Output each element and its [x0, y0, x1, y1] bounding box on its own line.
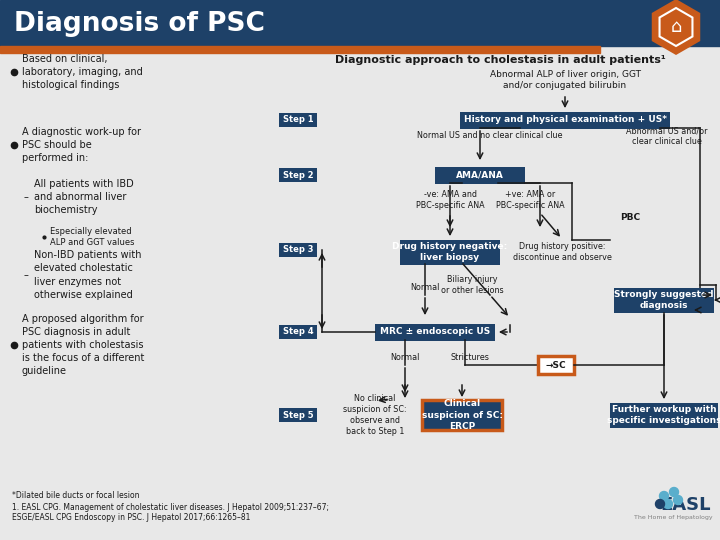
Text: -ve: AMA and
PBC-specific ANA: -ve: AMA and PBC-specific ANA [415, 190, 485, 210]
FancyBboxPatch shape [279, 113, 317, 127]
FancyBboxPatch shape [435, 166, 525, 184]
Circle shape [664, 500, 672, 509]
Bar [0, 46, 600, 53]
Text: Especially elevated
ALP and GGT values: Especially elevated ALP and GGT values [50, 227, 135, 247]
Text: +ve: AMA or
PBC-specific ANA: +ve: AMA or PBC-specific ANA [495, 190, 564, 210]
Text: Diagnostic approach to cholestasis in adult patients¹: Diagnostic approach to cholestasis in ad… [335, 55, 665, 65]
Text: Drug history negative:
liver biopsy: Drug history negative: liver biopsy [392, 242, 508, 262]
Text: Non-IBD patients with
elevated cholestatic
liver enzymes not
otherwise explained: Non-IBD patients with elevated cholestat… [34, 250, 142, 300]
Text: Diagnosis of PSC: Diagnosis of PSC [14, 11, 265, 37]
Text: A proposed algorithm for
PSC diagnosis in adult
patients with cholestasis
is the: A proposed algorithm for PSC diagnosis i… [22, 314, 145, 376]
Text: All patients with IBD
and abnormal liver
biochemistry: All patients with IBD and abnormal liver… [34, 179, 134, 215]
Circle shape [670, 488, 678, 496]
Text: No clinical
suspicion of SC:
observe and
back to Step 1: No clinical suspicion of SC: observe and… [343, 394, 407, 436]
Text: Drug history positive:
discontinue and observe: Drug history positive: discontinue and o… [513, 242, 611, 262]
Text: MRC ± endoscopic US: MRC ± endoscopic US [380, 327, 490, 336]
Text: Based on clinical,
laboratory, imaging, and
histological findings: Based on clinical, laboratory, imaging, … [22, 54, 143, 90]
FancyBboxPatch shape [279, 168, 317, 182]
Text: Normal: Normal [410, 282, 440, 292]
Text: ESGE/EASL CPG Endoscopy in PSC. J Hepatol 2017;66:1265–81: ESGE/EASL CPG Endoscopy in PSC. J Hepato… [12, 514, 251, 523]
Text: EASL: EASL [661, 496, 711, 514]
Text: History and physical examination + US*: History and physical examination + US* [464, 116, 667, 125]
FancyBboxPatch shape [279, 325, 317, 339]
Text: Step 3: Step 3 [283, 246, 313, 254]
FancyBboxPatch shape [400, 240, 500, 265]
Text: The Home of Hepatology: The Home of Hepatology [634, 516, 712, 521]
Text: Normal US and no clear clinical clue: Normal US and no clear clinical clue [418, 132, 563, 140]
Circle shape [660, 491, 668, 501]
Text: A diagnostic work-up for
PSC should be
performed in:: A diagnostic work-up for PSC should be p… [22, 127, 141, 163]
Text: *Dilated bile ducts or focal lesion: *Dilated bile ducts or focal lesion [12, 491, 140, 501]
FancyBboxPatch shape [375, 323, 495, 341]
Text: ⌂: ⌂ [670, 18, 682, 36]
Polygon shape [652, 0, 701, 55]
FancyBboxPatch shape [279, 408, 317, 422]
FancyBboxPatch shape [460, 111, 670, 129]
Text: Strongly suggested
diagnosis: Strongly suggested diagnosis [614, 290, 714, 310]
FancyBboxPatch shape [422, 400, 502, 430]
Text: –: – [24, 192, 29, 202]
Text: Step 5: Step 5 [283, 410, 313, 420]
Text: 1. EASL CPG. Management of cholestatic liver diseases. J Hepatol 2009;51:237–67;: 1. EASL CPG. Management of cholestatic l… [12, 503, 329, 511]
Text: Further workup with
specific investigations: Further workup with specific investigati… [607, 405, 720, 425]
Text: Abnormal US and/or
clear clinical clue: Abnormal US and/or clear clinical clue [626, 126, 708, 146]
Circle shape [673, 496, 683, 504]
FancyBboxPatch shape [279, 243, 317, 257]
Text: Abnormal ALP of liver origin, GGT
and/or conjugated bilirubin: Abnormal ALP of liver origin, GGT and/or… [490, 70, 641, 90]
Text: Step 2: Step 2 [283, 171, 313, 179]
Text: Clinical
suspicion of SC:
ERCP: Clinical suspicion of SC: ERCP [421, 400, 503, 430]
Text: Step 1: Step 1 [283, 116, 313, 125]
Text: Normal: Normal [390, 354, 420, 362]
Text: –: – [24, 270, 29, 280]
Circle shape [655, 500, 665, 509]
Text: PBC: PBC [620, 213, 640, 222]
Text: Step 4: Step 4 [283, 327, 313, 336]
FancyBboxPatch shape [538, 356, 574, 374]
Text: Strictures: Strictures [451, 354, 490, 362]
Text: Biliary injury
or other lesions: Biliary injury or other lesions [441, 275, 503, 295]
FancyBboxPatch shape [610, 402, 718, 428]
Bar [0, 0, 720, 46]
FancyBboxPatch shape [614, 287, 714, 313]
Text: AMA/ANA: AMA/ANA [456, 171, 504, 179]
Text: →SC: →SC [546, 361, 567, 369]
